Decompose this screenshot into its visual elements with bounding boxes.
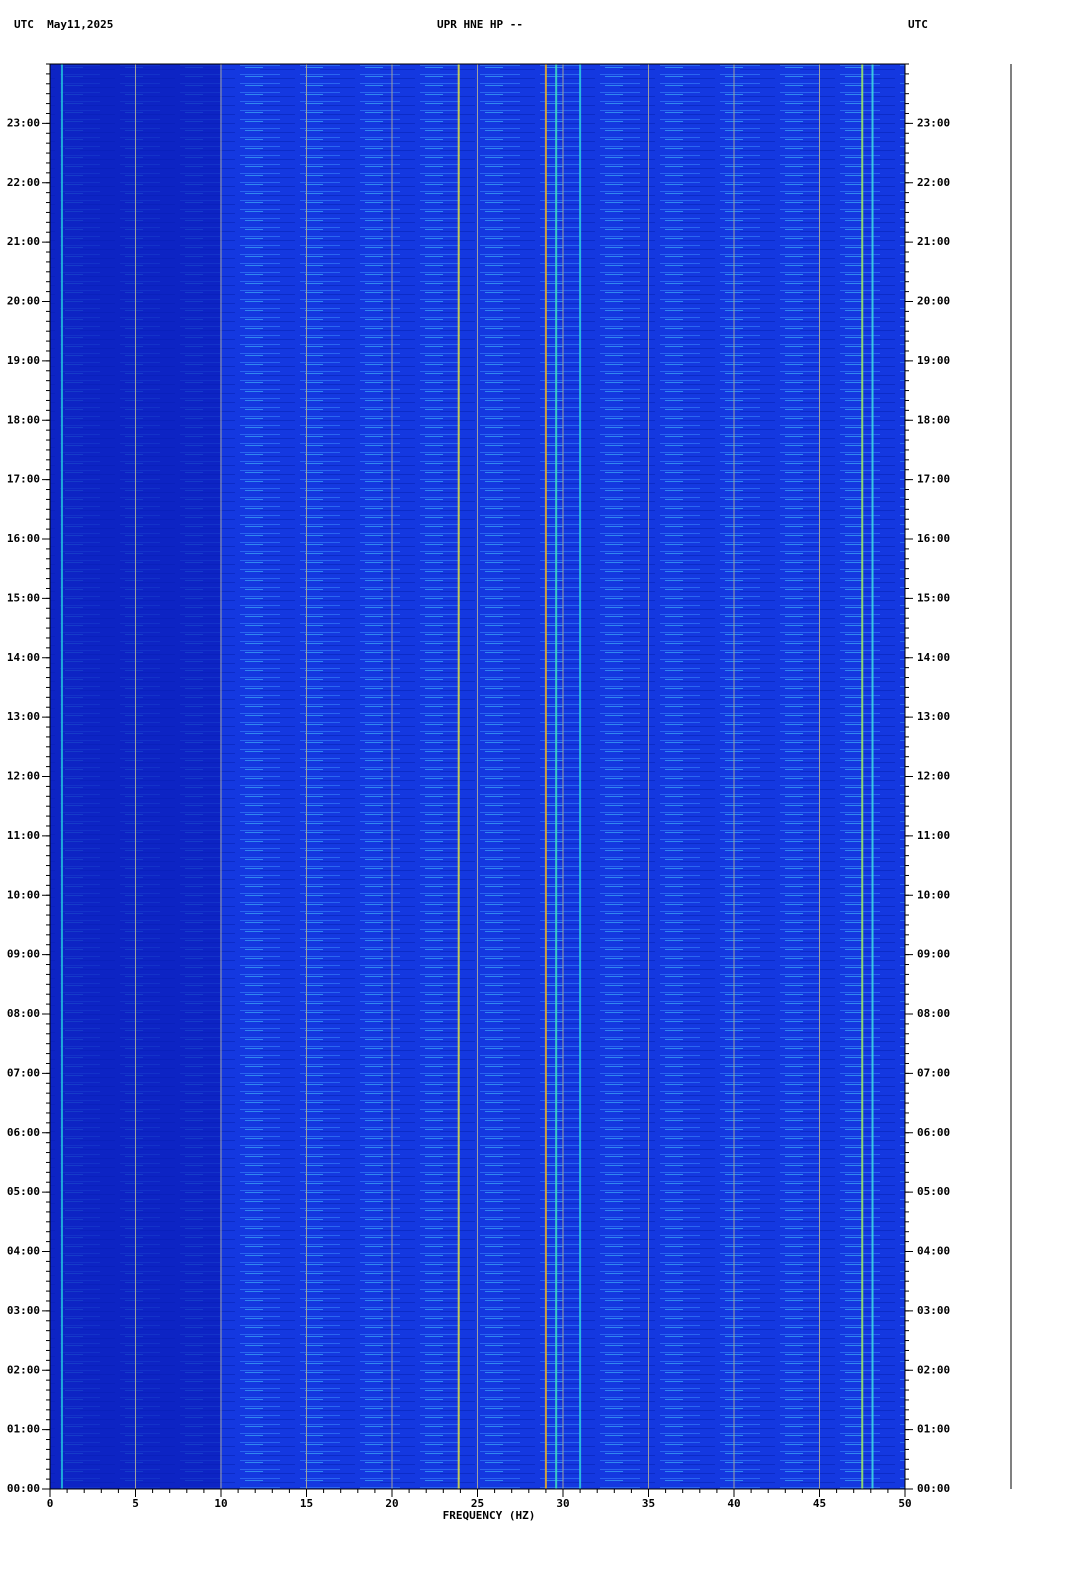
y-tick-label: 11:00 xyxy=(7,829,40,842)
x-tick-label: 30 xyxy=(556,1497,569,1510)
y-tick-label-right: 03:00 xyxy=(917,1304,950,1317)
y-tick-label-right: 12:00 xyxy=(917,770,950,783)
y-tick-label-right: 18:00 xyxy=(917,413,950,426)
right-label: UTC xyxy=(908,18,928,31)
y-tick-label: 13:00 xyxy=(7,710,40,723)
y-tick-label-right: 01:00 xyxy=(917,1423,950,1436)
y-tick-label: 09:00 xyxy=(7,948,40,961)
y-tick-label: 05:00 xyxy=(7,1185,40,1198)
y-tick-label: 00:00 xyxy=(7,1482,40,1495)
x-tick-label: 10 xyxy=(214,1497,227,1510)
y-tick-label: 16:00 xyxy=(7,532,40,545)
y-tick-label: 10:00 xyxy=(7,888,40,901)
y-tick-label: 23:00 xyxy=(7,116,40,129)
y-tick-label: 12:00 xyxy=(7,770,40,783)
y-tick-label: 08:00 xyxy=(7,1007,40,1020)
y-tick-label-right: 08:00 xyxy=(917,1007,950,1020)
y-tick-label-right: 04:00 xyxy=(917,1245,950,1258)
y-tick-label: 14:00 xyxy=(7,651,40,664)
y-tick-label-right: 09:00 xyxy=(917,948,950,961)
y-tick-label-right: 19:00 xyxy=(917,354,950,367)
y-tick-label-right: 07:00 xyxy=(917,1066,950,1079)
plot-frame xyxy=(49,63,906,1490)
y-tick-label-right: 21:00 xyxy=(917,235,950,248)
x-tick-label: 35 xyxy=(642,1497,655,1510)
y-tick-label-right: 20:00 xyxy=(917,295,950,308)
y-tick-label-right: 11:00 xyxy=(917,829,950,842)
chart-title: UPR HNE HP -- xyxy=(437,18,523,31)
x-tick-label: 50 xyxy=(898,1497,911,1510)
y-tick-label-right: 17:00 xyxy=(917,473,950,486)
y-tick-label-right: 02:00 xyxy=(917,1363,950,1376)
y-tick-label: 15:00 xyxy=(7,591,40,604)
x-tick-label: 20 xyxy=(385,1497,398,1510)
x-tick-label: 40 xyxy=(727,1497,740,1510)
y-tick-label-right: 23:00 xyxy=(917,116,950,129)
y-tick-label-right: 06:00 xyxy=(917,1126,950,1139)
y-tick-label-right: 16:00 xyxy=(917,532,950,545)
y-tick-label-right: 14:00 xyxy=(917,651,950,664)
x-tick-label: 15 xyxy=(300,1497,313,1510)
y-tick-label: 21:00 xyxy=(7,235,40,248)
y-tick-label-right: 00:00 xyxy=(917,1482,950,1495)
y-tick-label: 04:00 xyxy=(7,1245,40,1258)
x-tick-label: 45 xyxy=(813,1497,826,1510)
y-tick-label: 01:00 xyxy=(7,1423,40,1436)
y-tick-label: 17:00 xyxy=(7,473,40,486)
x-axis-label: FREQUENCY (HZ) xyxy=(443,1509,536,1522)
y-tick-label: 22:00 xyxy=(7,176,40,189)
date-label: UTC May11,2025 xyxy=(14,18,113,31)
x-tick-label: 5 xyxy=(132,1497,139,1510)
y-tick-label: 03:00 xyxy=(7,1304,40,1317)
y-tick-label: 06:00 xyxy=(7,1126,40,1139)
y-tick-label-right: 15:00 xyxy=(917,591,950,604)
y-tick-label: 19:00 xyxy=(7,354,40,367)
y-tick-label: 07:00 xyxy=(7,1066,40,1079)
y-tick-label: 02:00 xyxy=(7,1363,40,1376)
y-tick-label: 20:00 xyxy=(7,295,40,308)
y-tick-label-right: 05:00 xyxy=(917,1185,950,1198)
y-tick-label: 18:00 xyxy=(7,413,40,426)
y-tick-label-right: 10:00 xyxy=(917,888,950,901)
y-tick-label-right: 13:00 xyxy=(917,710,950,723)
y-tick-label-right: 22:00 xyxy=(917,176,950,189)
x-tick-label: 25 xyxy=(471,1497,484,1510)
x-tick-label: 0 xyxy=(47,1497,54,1510)
